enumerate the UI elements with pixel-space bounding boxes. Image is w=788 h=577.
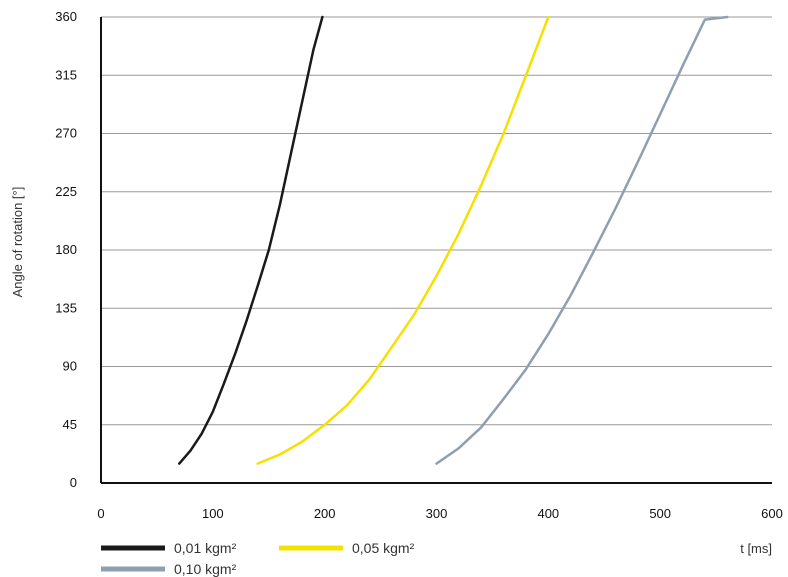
x-tick-label-600: 600 [761, 506, 783, 521]
legend-label-1: 0,01 kgm² [174, 540, 237, 556]
x-tick-label-200: 200 [314, 506, 336, 521]
series-line-1 [178, 15, 324, 465]
x-tick-label-500: 500 [649, 506, 671, 521]
axes [100, 17, 772, 484]
legend-label-2: 0,05 kgm² [352, 540, 415, 556]
x-tick-label-300: 300 [426, 506, 448, 521]
series-line-2 [256, 15, 550, 465]
legend: 0,01 kgm² 0,05 kgm² 0,10 kgm² [101, 540, 415, 577]
y-tick-label-315: 315 [55, 67, 77, 82]
x-tick-label-400: 400 [537, 506, 559, 521]
y-tick-label-225: 225 [55, 184, 77, 199]
y-tick-label-270: 270 [55, 126, 77, 141]
y-tick-label-180: 180 [55, 242, 77, 257]
x-axis-title: t [ms] [740, 541, 772, 556]
y-tick-label-135: 135 [55, 300, 77, 315]
y-tick-labels: 0 45 90 135 180 225 270 315 360 [55, 9, 77, 490]
gridlines [101, 16, 772, 426]
y-tick-label-45: 45 [63, 417, 77, 432]
series-line-3 [435, 15, 729, 465]
y-tick-label-0: 0 [70, 475, 77, 490]
x-tick-label-100: 100 [202, 506, 224, 521]
y-axis-title: Angle of rotation [°] [10, 187, 25, 298]
series-lines [178, 15, 729, 465]
x-tick-label-0: 0 [97, 506, 104, 521]
y-tick-label-90: 90 [63, 359, 77, 374]
x-tick-labels: 0 100 200 300 400 500 600 [97, 506, 782, 521]
y-tick-label-360: 360 [55, 9, 77, 24]
legend-label-3: 0,10 kgm² [174, 561, 237, 577]
